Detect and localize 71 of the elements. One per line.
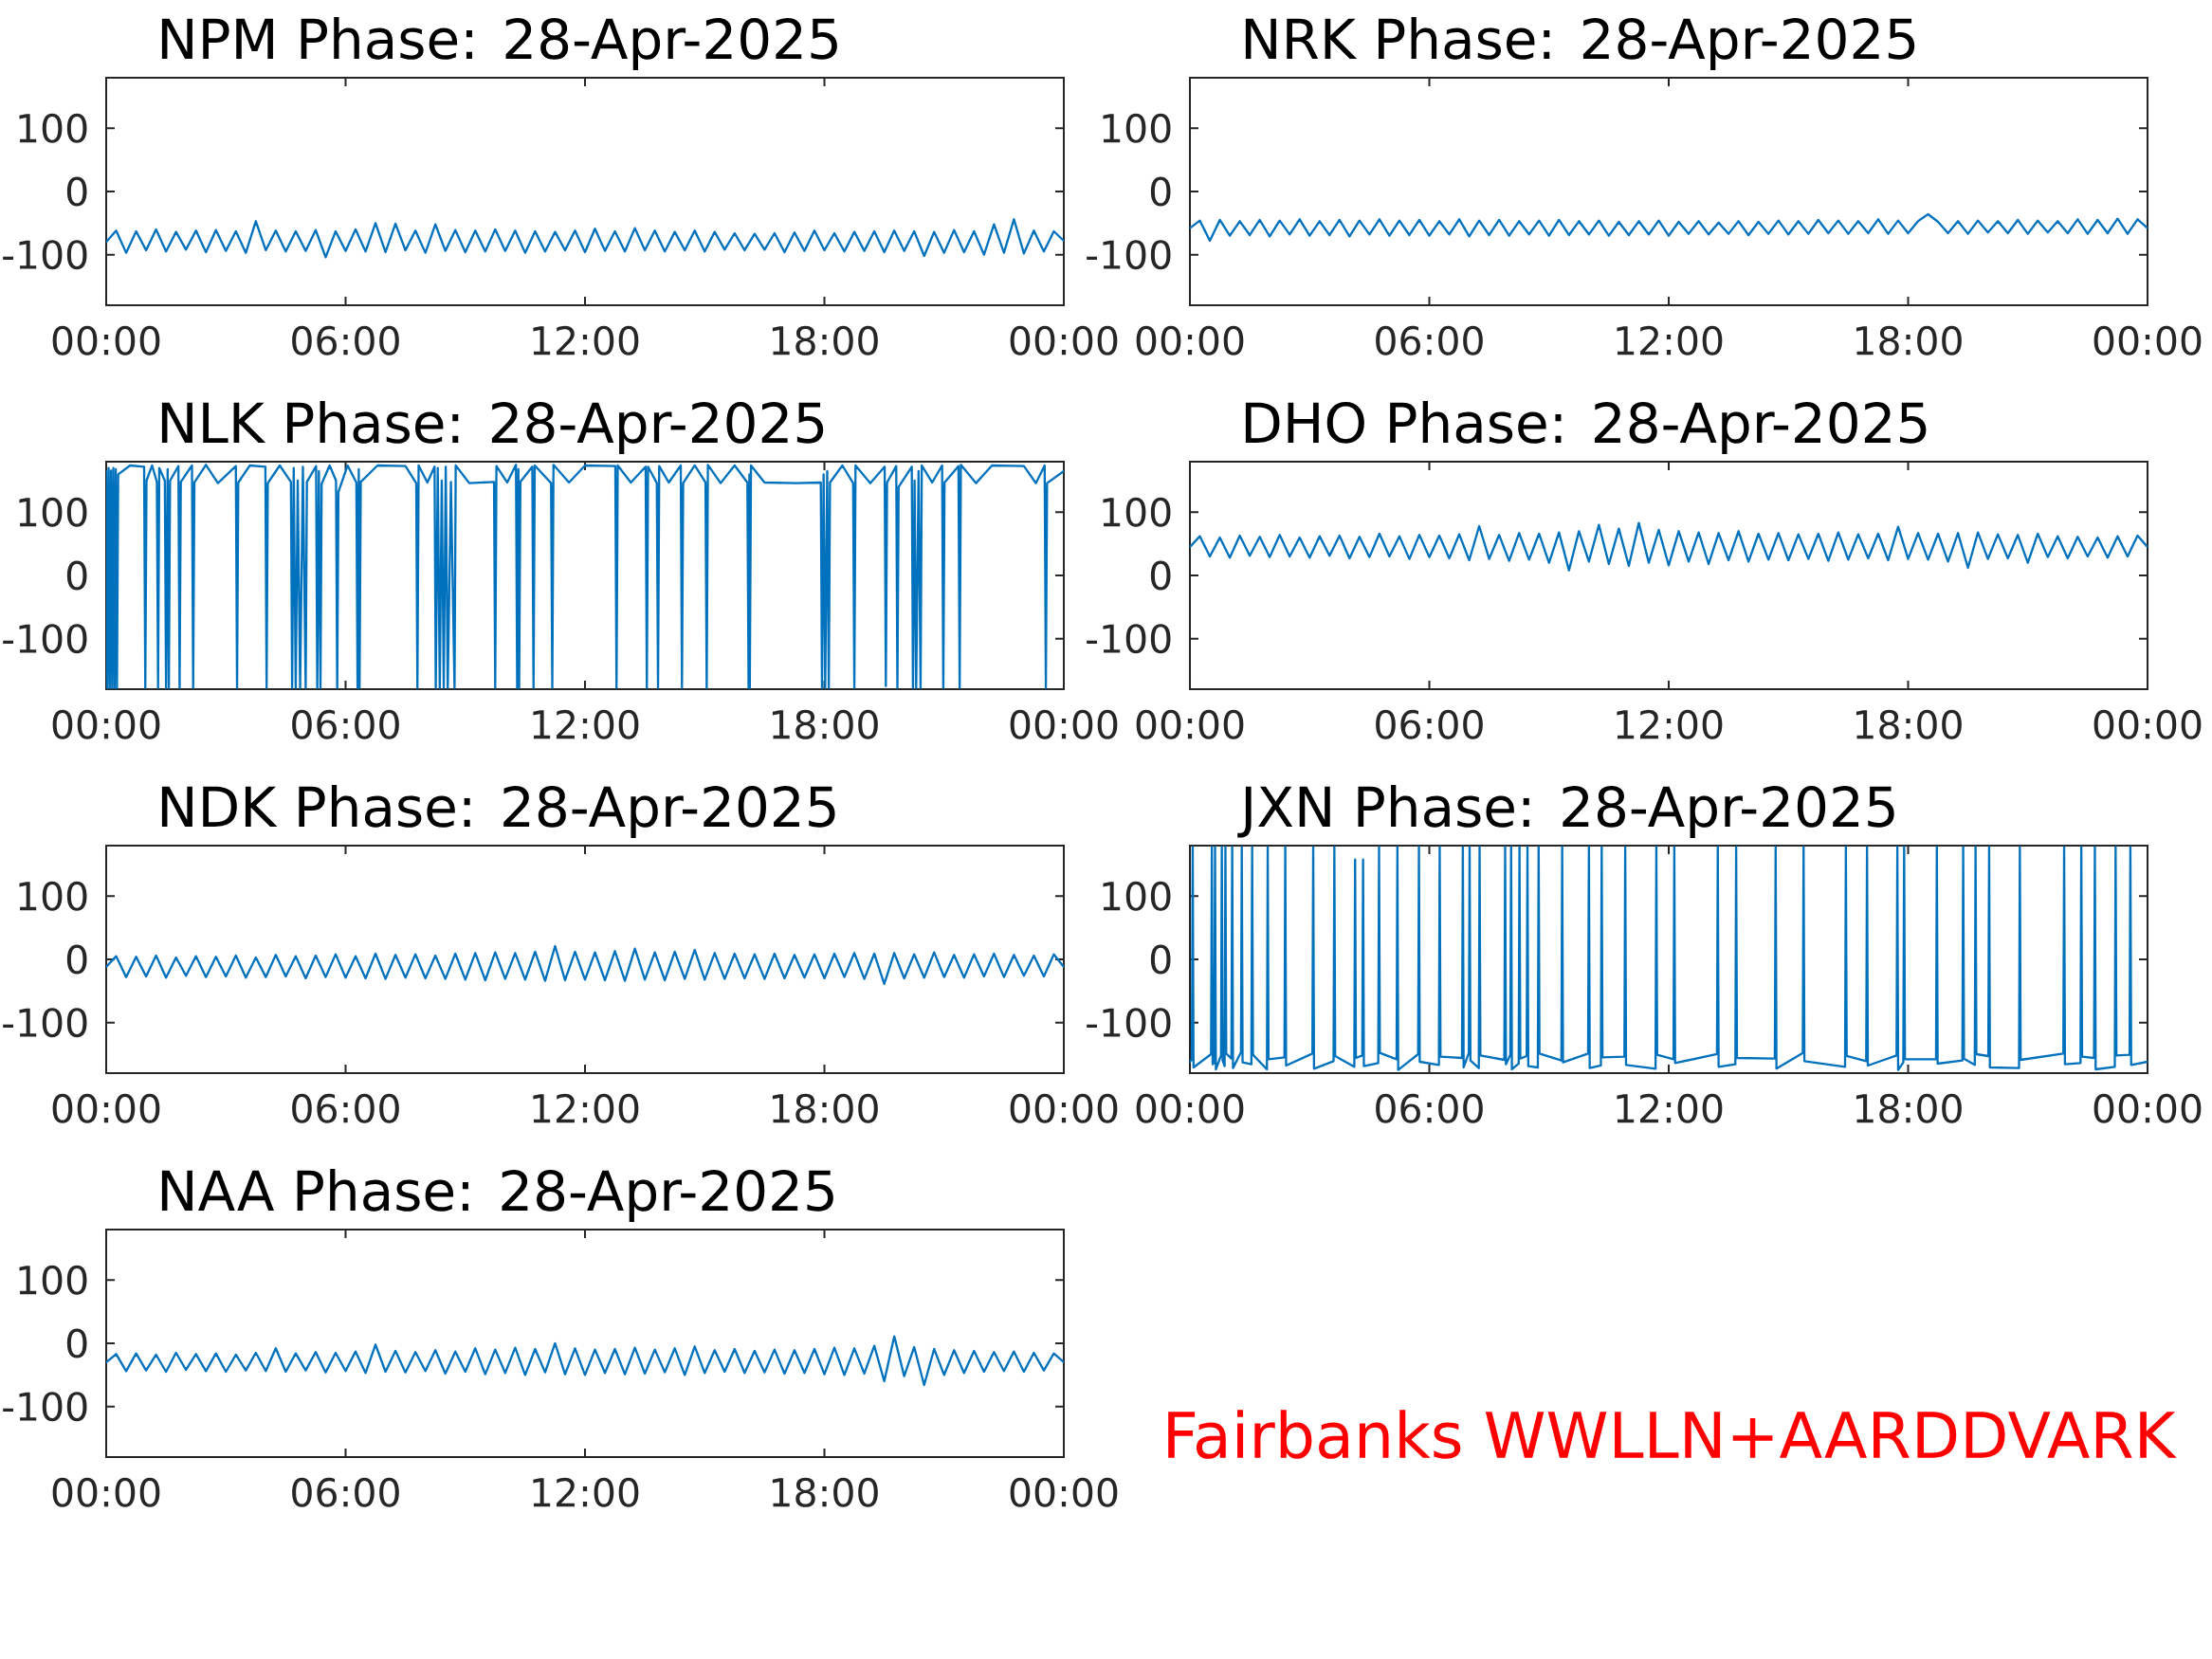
x-tick-label: 00:00 — [52, 1477, 160, 1507]
y-tick-label: 0 — [1150, 944, 1171, 975]
x-tick-label: 00:00 — [52, 1093, 160, 1123]
y-tick-label: 100 — [19, 497, 87, 527]
y-tick-label: 100 — [1103, 881, 1171, 911]
line-series — [1190, 846, 2148, 1071]
y-tick-label: 100 — [1103, 113, 1171, 143]
y-tick-label: 0 — [1150, 176, 1171, 207]
x-tick-label: 18:00 — [1856, 709, 1962, 739]
x-tick-label: 06:00 — [292, 1093, 399, 1123]
x-tick-label: 18:00 — [772, 325, 878, 356]
chart-title: NLK Phase: 28-Apr-2025 — [161, 400, 824, 455]
x-tick-label: 12:00 — [1617, 709, 1723, 739]
chart-title: JXN Phase: 28-Apr-2025 — [1237, 784, 1894, 839]
y-tick-label: -100 — [1087, 1008, 1171, 1038]
y-tick-label: 0 — [66, 560, 87, 591]
y-tick-label: 100 — [19, 113, 87, 143]
y-tick-label: -100 — [3, 624, 87, 654]
y-tick-label: 0 — [66, 176, 87, 207]
x-tick-label: 06:00 — [1376, 1093, 1483, 1123]
x-tick-label: 06:00 — [1376, 709, 1483, 739]
chart-title: NRK Phase: 28-Apr-2025 — [1245, 16, 1915, 71]
y-tick-label: -100 — [1087, 624, 1171, 654]
y-tick-label: 100 — [19, 881, 87, 911]
x-tick-label: 06:00 — [292, 325, 399, 356]
x-tick-label: 12:00 — [533, 1093, 639, 1123]
x-tick-label: 18:00 — [1856, 325, 1962, 356]
line-series — [106, 218, 1065, 259]
x-tick-label: 00:00 — [2093, 709, 2202, 739]
x-tick-label: 00:00 — [2093, 325, 2202, 356]
x-tick-label: 00:00 — [1010, 1477, 1118, 1507]
line-series — [106, 944, 1065, 986]
y-tick-label: -100 — [3, 240, 87, 270]
chart-title: DHO Phase: 28-Apr-2025 — [1245, 400, 1927, 455]
text: Fairbanks WWLLN+AARDDVARK — [1168, 1410, 2177, 1459]
x-tick-label: 12:00 — [1617, 325, 1723, 356]
x-tick-label: 12:00 — [533, 709, 639, 739]
x-tick-label: 06:00 — [292, 1477, 399, 1507]
x-tick-label: 00:00 — [1010, 325, 1118, 356]
x-tick-label: 00:00 — [52, 325, 160, 356]
x-tick-label: 12:00 — [533, 325, 639, 356]
chart-title: NDK Phase: 28-Apr-2025 — [161, 784, 835, 839]
y-tick-label: 0 — [66, 1328, 87, 1358]
line-series — [106, 464, 1065, 689]
x-tick-label: 18:00 — [772, 1477, 878, 1507]
y-tick-label: -100 — [3, 1392, 87, 1422]
y-tick-label: 0 — [66, 944, 87, 975]
chart-title: NAA Phase: 28-Apr-2025 — [161, 1168, 833, 1223]
x-tick-label: 00:00 — [1136, 709, 1244, 739]
y-tick-label: -100 — [1087, 240, 1171, 270]
x-tick-label: 00:00 — [52, 709, 160, 739]
x-tick-label: 00:00 — [1010, 1093, 1118, 1123]
x-tick-label: 12:00 — [533, 1477, 639, 1507]
y-tick-label: 100 — [1103, 497, 1171, 527]
x-tick-label: 00:00 — [1010, 709, 1118, 739]
y-tick-label: 0 — [1150, 560, 1171, 591]
x-tick-label: 18:00 — [1856, 1093, 1962, 1123]
x-tick-label: 12:00 — [1617, 1093, 1723, 1123]
line-series — [106, 1335, 1065, 1387]
chart-title: NPM Phase: 28-Apr-2025 — [161, 16, 837, 71]
y-tick-label: 100 — [19, 1265, 87, 1295]
x-tick-label: 06:00 — [1376, 325, 1483, 356]
line-series — [1190, 212, 2148, 243]
y-tick-label: -100 — [3, 1008, 87, 1038]
x-tick-label: 06:00 — [292, 709, 399, 739]
x-tick-label: 00:00 — [2093, 1093, 2202, 1123]
line-series — [1190, 521, 2148, 572]
x-tick-label: 00:00 — [1136, 325, 1244, 356]
x-tick-label: 18:00 — [772, 709, 878, 739]
x-tick-label: 00:00 — [1136, 1093, 1244, 1123]
x-tick-label: 18:00 — [772, 1093, 878, 1123]
